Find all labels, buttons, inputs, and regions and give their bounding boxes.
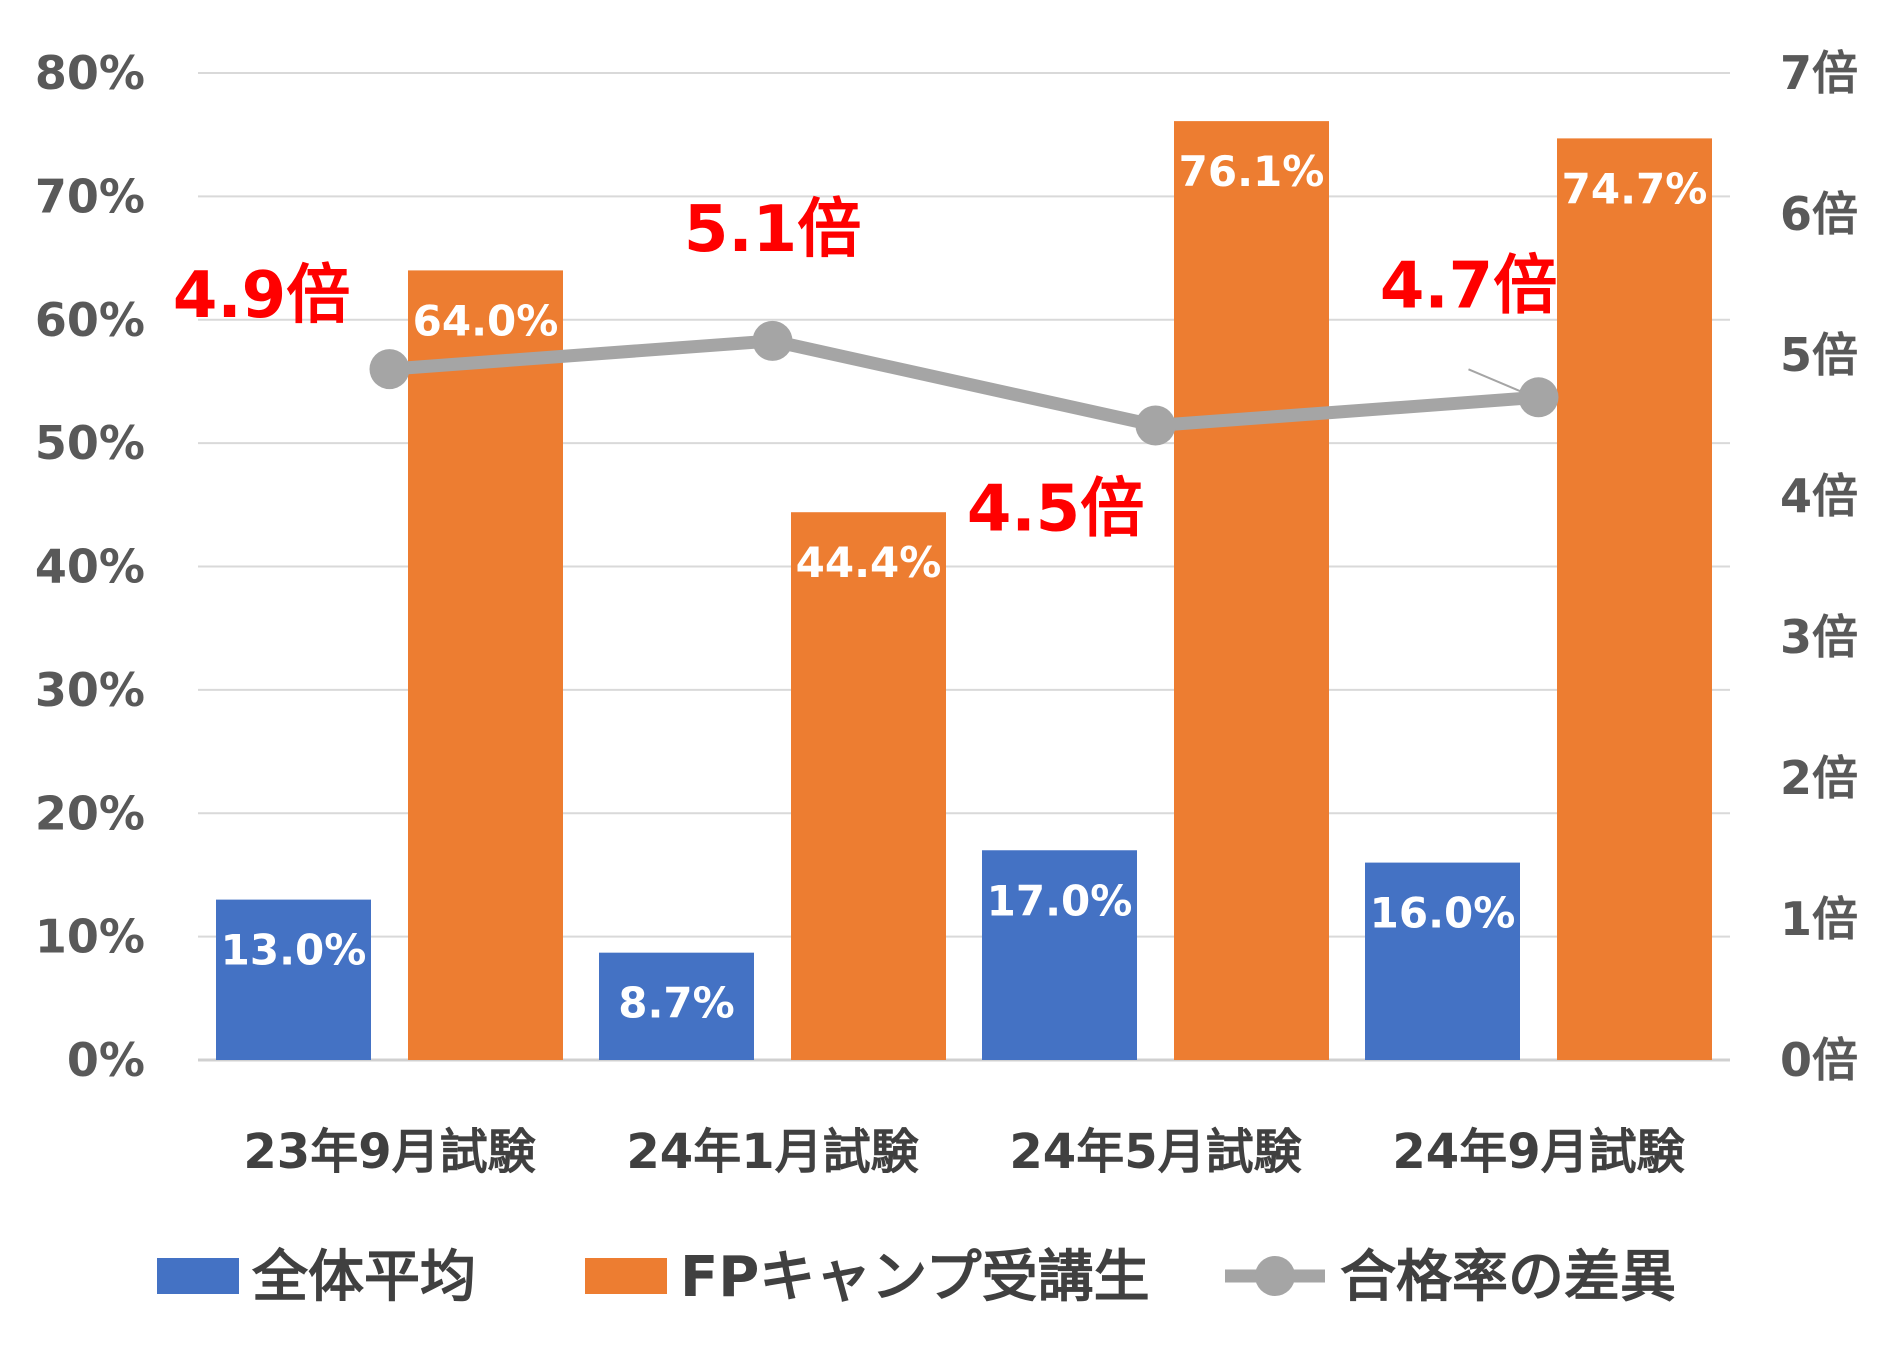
ratio-label-leader [1468,368,1521,393]
legend-marker[interactable] [1255,1256,1295,1296]
y-right-tick-label: 2倍 [1780,751,1858,805]
bar-fp-camp-students [791,512,946,1060]
axes: 0% 10% 20% 30% 40% 50% 60% 70% 80% 0倍 1倍 2倍 3倍 4倍 5倍 6倍… [35,46,1858,1180]
x-category-label: 24年9月試験 [1392,1124,1685,1180]
y-left-tick-label: 40% [35,540,145,594]
y-right-tick-label: 3倍 [1780,610,1858,664]
y-left-tick-label: 10% [35,910,145,964]
bar-fp-camp-students [1174,121,1329,1060]
legend-label[interactable]: FPキャンプ受講生 [680,1245,1150,1310]
y-left-tick-label: 20% [35,786,145,840]
y-right-tick-label: 6倍 [1780,187,1858,241]
bar-data-label: 17.0% [987,876,1133,925]
ratio-data-label: 4.5倍 [967,473,1144,547]
bar-fp-camp-students [1557,138,1712,1061]
x-category-label: 23年9月試験 [243,1124,536,1180]
ratio-data-label: 4.7倍 [1380,249,1557,323]
ratio-marker [1518,377,1559,418]
bar-data-label: 74.7% [1562,164,1708,213]
ratio-data-label: 4.9倍 [173,259,350,333]
ratio-line-path [389,334,1539,432]
bar-data-label: 13.0% [221,926,367,975]
y-right-tick-label: 0倍 [1780,1033,1858,1087]
ratio-data-label: 5.1倍 [684,193,861,267]
ratio-marker [369,349,410,390]
y-right-tick-label: 7倍 [1780,46,1858,100]
y-left-tick-label: 80% [35,46,145,100]
bar-fp-camp-students [408,270,563,1060]
ratio-marker [752,320,793,361]
legend[interactable]: 全体平均 FPキャンプ受講生 合格率の差異 [157,1245,1676,1310]
bar-data-label: 64.0% [413,296,559,345]
bars [216,121,1712,1061]
legend-label[interactable]: 全体平均 [251,1245,476,1310]
ratio-line [369,320,1559,446]
bar-data-label: 16.0% [1370,889,1516,938]
y-right-tick-label: 1倍 [1780,892,1858,946]
bar-overall-average [982,850,1137,1060]
ratio-marker [1135,405,1176,446]
legend-swatch[interactable] [585,1258,667,1294]
bar-data-label: 76.1% [1179,147,1325,196]
bar-overall-average [216,899,371,1060]
data-labels: 13.0%64.0%8.7%44.4%17.0%76.1%16.0%74.7%4… [173,147,1708,1028]
y-right-tick-label: 5倍 [1780,328,1858,382]
y-left-tick-label: 60% [35,293,145,347]
bar-overall-average [599,952,754,1060]
x-category-label: 24年5月試験 [1009,1124,1302,1180]
bar-data-label: 44.4% [796,538,942,587]
y-left-tick-label: 30% [35,663,145,717]
y-left-tick-label: 70% [35,169,145,223]
bar-data-label: 8.7% [618,979,734,1028]
y-right-tick-label: 4倍 [1780,469,1858,523]
legend-swatch[interactable] [157,1258,239,1294]
y-left-tick-label: 50% [35,416,145,470]
legend-label[interactable]: 合格率の差異 [1340,1245,1676,1310]
bar-overall-average [1365,862,1520,1060]
y-left-tick-label: 0% [67,1033,145,1087]
x-category-label: 24年1月試験 [626,1124,919,1180]
